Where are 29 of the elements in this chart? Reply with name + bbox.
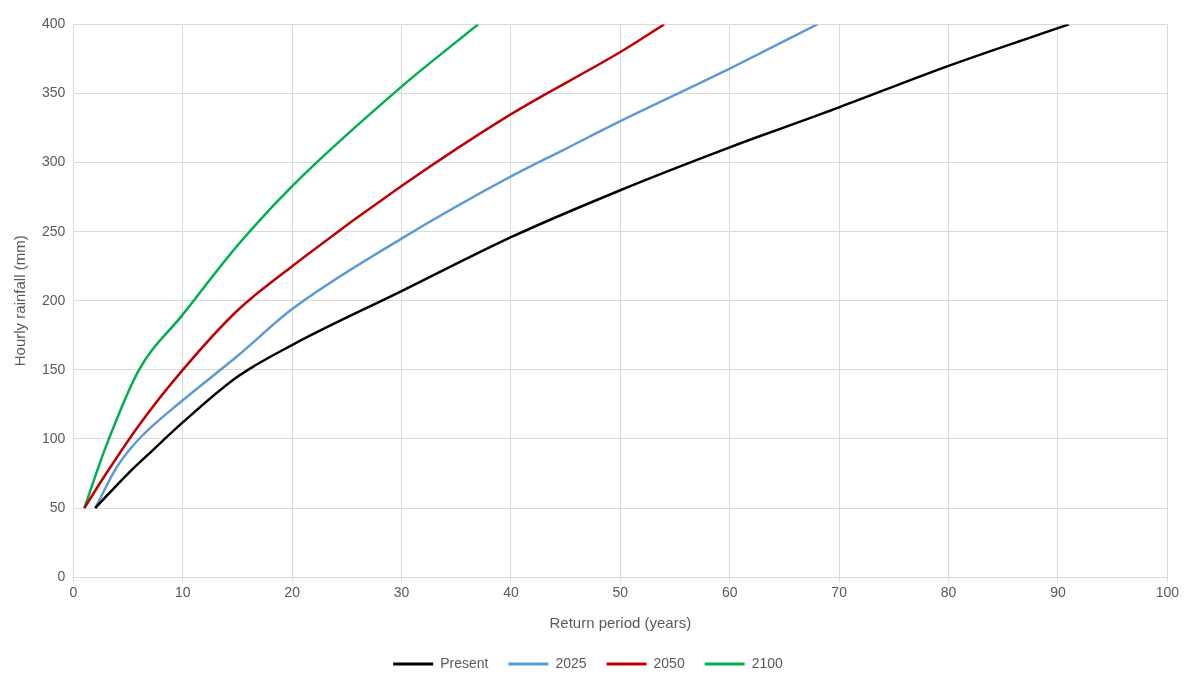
x-tick-label: 0 (69, 584, 78, 601)
legend-label: 2050 (653, 654, 685, 671)
x-tick-label: 90 (1050, 584, 1066, 601)
y-axis-title: Hourly rainfall (mm) (11, 235, 29, 367)
x-tick-label: 50 (612, 584, 629, 601)
legend-label: Present (440, 654, 489, 671)
y-tick-label: 350 (42, 84, 66, 101)
x-tick-label: 60 (721, 584, 738, 601)
y-tick-label: 400 (42, 15, 66, 32)
x-axis-title: Return period (years) (549, 614, 692, 632)
x-tick-label: 80 (940, 584, 957, 601)
legend-label: 2100 (751, 654, 784, 671)
y-tick-label: 100 (42, 429, 66, 446)
y-tick-label: 0 (57, 568, 66, 585)
y-tick-label: 50 (49, 498, 66, 515)
line-series (93, 24, 819, 510)
x-tick-label: 40 (503, 584, 519, 601)
y-tick-label: 300 (42, 153, 66, 170)
legend-label: 2025 (555, 654, 587, 671)
x-tick-label: 70 (831, 584, 848, 601)
x-tick-label: 20 (284, 584, 301, 601)
x-tick-label: 10 (174, 584, 191, 601)
line-series (93, 24, 1071, 510)
x-tick-label: 30 (393, 584, 410, 601)
x-tick-label: 100 (1155, 584, 1180, 601)
y-tick-label: 150 (42, 360, 66, 377)
y-tick-label: 250 (42, 222, 66, 239)
line-series (83, 24, 666, 510)
y-tick-label: 200 (42, 291, 66, 308)
